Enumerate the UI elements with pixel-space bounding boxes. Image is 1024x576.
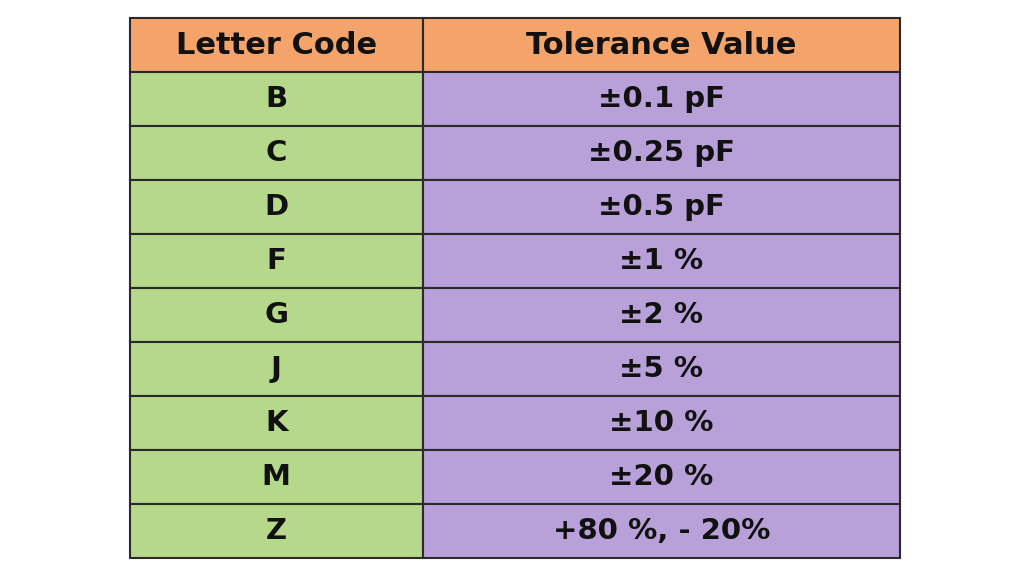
Bar bbox=[423, 180, 900, 234]
Text: +80 %, - 20%: +80 %, - 20% bbox=[553, 517, 770, 545]
Text: D: D bbox=[264, 193, 289, 221]
Text: ±0.5 pF: ±0.5 pF bbox=[598, 193, 725, 221]
Bar bbox=[423, 234, 900, 288]
Bar bbox=[423, 450, 900, 504]
Text: ±0.25 pF: ±0.25 pF bbox=[588, 139, 735, 167]
Bar bbox=[130, 396, 423, 450]
Bar bbox=[423, 504, 900, 558]
Text: J: J bbox=[270, 355, 282, 383]
Text: ±20 %: ±20 % bbox=[609, 463, 714, 491]
Bar bbox=[130, 18, 423, 72]
Bar bbox=[130, 234, 423, 288]
Bar bbox=[423, 18, 900, 72]
Text: ±1 %: ±1 % bbox=[620, 247, 703, 275]
Text: M: M bbox=[262, 463, 291, 491]
Bar bbox=[130, 72, 423, 126]
Text: Z: Z bbox=[266, 517, 287, 545]
Text: F: F bbox=[266, 247, 287, 275]
Text: ±0.1 pF: ±0.1 pF bbox=[598, 85, 725, 113]
Text: ±5 %: ±5 % bbox=[620, 355, 703, 383]
Text: B: B bbox=[265, 85, 288, 113]
Bar bbox=[423, 288, 900, 342]
Text: ±2 %: ±2 % bbox=[620, 301, 703, 329]
Text: G: G bbox=[264, 301, 289, 329]
Bar bbox=[130, 126, 423, 180]
Bar bbox=[130, 450, 423, 504]
Text: K: K bbox=[265, 409, 288, 437]
Bar bbox=[423, 342, 900, 396]
Text: Letter Code: Letter Code bbox=[176, 31, 377, 59]
Bar bbox=[130, 504, 423, 558]
Bar bbox=[423, 72, 900, 126]
Bar bbox=[130, 180, 423, 234]
Text: ±10 %: ±10 % bbox=[609, 409, 714, 437]
Bar bbox=[423, 396, 900, 450]
Bar bbox=[423, 126, 900, 180]
Bar bbox=[130, 288, 423, 342]
Text: C: C bbox=[265, 139, 287, 167]
Text: Tolerance Value: Tolerance Value bbox=[526, 31, 797, 59]
Bar bbox=[130, 342, 423, 396]
